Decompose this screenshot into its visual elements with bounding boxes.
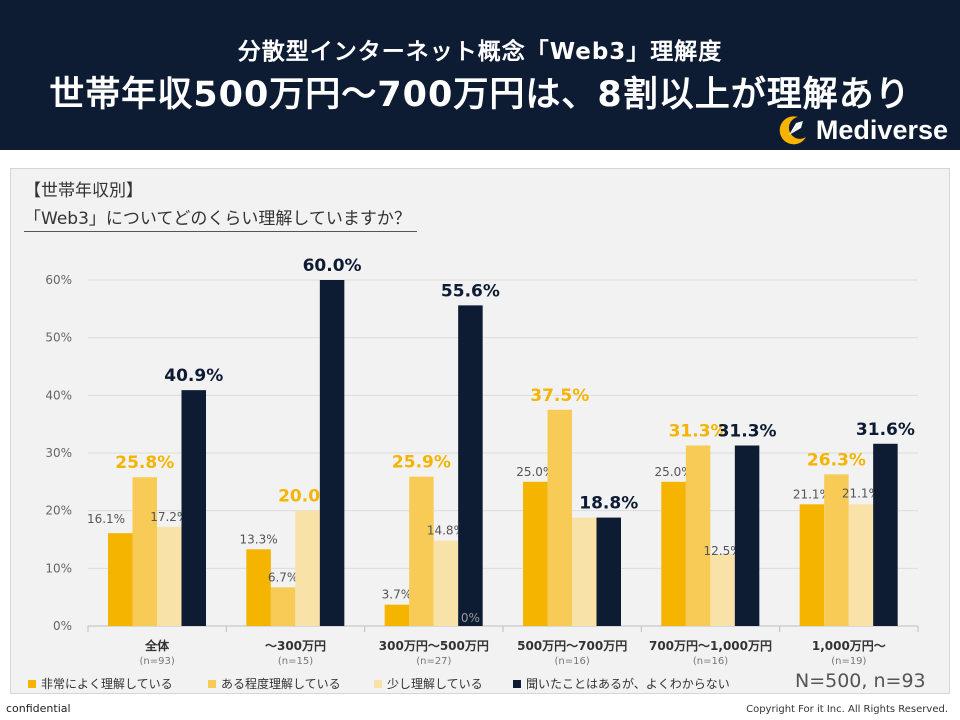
bar bbox=[873, 443, 898, 626]
bar bbox=[270, 587, 296, 626]
bar bbox=[596, 517, 621, 626]
data-label: 12.5% bbox=[704, 544, 742, 558]
x-category-label: 700万円〜1,000万円 bbox=[649, 639, 772, 653]
data-label: 25.0% bbox=[655, 465, 693, 479]
bar bbox=[799, 504, 825, 626]
bar bbox=[824, 474, 849, 626]
moon-rocket-icon bbox=[779, 116, 806, 145]
data-label: 25.9% bbox=[392, 453, 451, 473]
y-tick-label: 60% bbox=[45, 273, 72, 287]
data-label: 60.0% bbox=[303, 256, 362, 276]
sample-size-note: N=500, n=93 bbox=[795, 670, 926, 692]
legend-item-somewhat: ある程度理解している bbox=[208, 675, 374, 692]
header-title: 世帯年収500万円〜700万円は、8割以上が理解あり bbox=[49, 75, 911, 115]
bar bbox=[157, 526, 182, 626]
zero-annotation: 0% bbox=[461, 611, 480, 625]
legend: 非常によく理解している ある程度理解している 少し理解している 聞いたことはある… bbox=[28, 675, 773, 692]
x-category-n-label: (n=16) bbox=[693, 656, 728, 667]
x-category-n-label: (n=19) bbox=[831, 656, 866, 667]
data-label: 3.7% bbox=[382, 588, 413, 602]
data-label: 25.0% bbox=[516, 465, 554, 479]
y-tick-label: 30% bbox=[45, 446, 72, 460]
bar bbox=[572, 517, 597, 626]
legend-item-a-little: 少し理解している bbox=[374, 675, 513, 692]
x-category-label: 300万円〜500万円 bbox=[379, 639, 489, 653]
y-tick-label: 50% bbox=[45, 331, 72, 345]
x-category-label: 全体 bbox=[144, 638, 170, 653]
data-label: 55.6% bbox=[441, 281, 500, 301]
bar bbox=[661, 481, 686, 626]
data-label: 40.9% bbox=[164, 366, 223, 386]
legend-label: ある程度理解している bbox=[221, 677, 341, 691]
data-label: 18.8% bbox=[579, 494, 638, 514]
x-category-label: 500万円〜700万円 bbox=[517, 639, 627, 653]
data-label: 21.1% bbox=[842, 486, 880, 500]
question-text: 「Web3」についてどのくらい理解していますか？ bbox=[24, 204, 417, 232]
confidential-label: confidential bbox=[6, 702, 71, 715]
legend-label: 聞いたことはあるが、よくわからない bbox=[526, 677, 730, 691]
bar bbox=[547, 409, 572, 626]
data-label: 26.3% bbox=[807, 450, 866, 470]
x-category-label: 1,000万円〜 bbox=[812, 639, 886, 653]
header-subtitle: 分散型インターネット概念「Web3」理解度 bbox=[237, 39, 723, 65]
data-label: 37.5% bbox=[530, 386, 589, 406]
data-label: 17.2% bbox=[150, 510, 188, 524]
data-label: 14.8% bbox=[427, 524, 465, 538]
bar bbox=[181, 390, 206, 626]
x-category-n-label: (n=93) bbox=[140, 656, 175, 667]
bar bbox=[295, 510, 320, 626]
header-banner: 分散型インターネット概念「Web3」理解度 世帯年収500万円〜700万円は、8… bbox=[0, 0, 960, 150]
data-label: 31.3% bbox=[669, 422, 728, 442]
legend-item-very-well: 非常によく理解している bbox=[28, 675, 208, 692]
x-category-label: 〜300万円 bbox=[265, 639, 326, 653]
legend-swatch bbox=[208, 679, 216, 688]
data-label: 16.1% bbox=[87, 512, 125, 526]
legend-item-heard-only: 聞いたことはあるが、よくわからない bbox=[513, 675, 773, 692]
legend-label: 少し理解している bbox=[387, 677, 483, 691]
bar bbox=[734, 445, 760, 626]
legend-label: 非常によく理解している bbox=[41, 677, 173, 691]
bar bbox=[246, 549, 271, 626]
data-label: 13.3% bbox=[240, 532, 278, 546]
data-label: 25.8% bbox=[115, 453, 174, 473]
question-label: 【世帯年収別】 bbox=[24, 181, 143, 201]
bar bbox=[848, 504, 874, 626]
bar bbox=[710, 553, 735, 626]
bar bbox=[433, 540, 459, 626]
legend-swatch bbox=[28, 679, 36, 688]
legend-swatch bbox=[374, 679, 382, 688]
bar bbox=[319, 280, 345, 626]
bar bbox=[523, 481, 548, 626]
x-category-n-label: (n=15) bbox=[278, 656, 313, 667]
copyright-text: Copyright For it Inc. All Rights Reserve… bbox=[746, 704, 948, 715]
data-label: 31.3% bbox=[718, 422, 777, 442]
y-tick-label: 20% bbox=[45, 504, 72, 518]
bar bbox=[384, 604, 410, 626]
bar bbox=[108, 533, 133, 626]
y-tick-label: 40% bbox=[45, 388, 72, 402]
legend-swatch bbox=[513, 679, 521, 688]
logo-text: Mediverse bbox=[815, 114, 948, 145]
bar bbox=[458, 305, 483, 626]
x-category-n-label: (n=16) bbox=[555, 656, 590, 667]
y-tick-label: 0% bbox=[53, 619, 72, 633]
mediverse-logo: Mediverse bbox=[776, 110, 948, 150]
data-label: 31.6% bbox=[856, 420, 915, 440]
bar bbox=[685, 445, 711, 626]
data-label: 6.7% bbox=[268, 570, 299, 584]
y-tick-label: 10% bbox=[45, 561, 72, 575]
bar bbox=[409, 476, 434, 626]
x-category-n-label: (n=27) bbox=[416, 656, 451, 667]
bar bbox=[132, 477, 157, 626]
data-label: 21.1% bbox=[793, 487, 831, 501]
